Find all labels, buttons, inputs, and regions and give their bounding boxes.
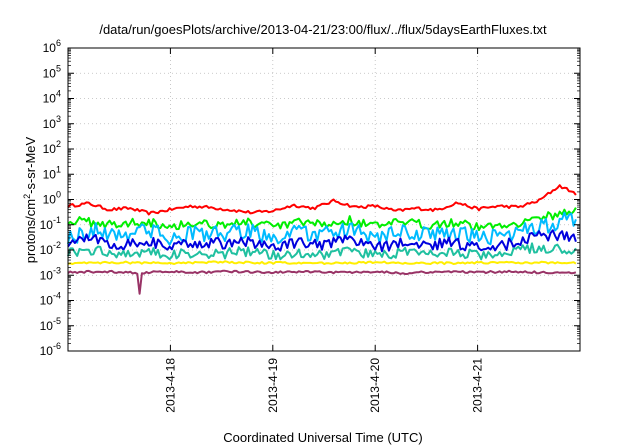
series-line xyxy=(67,269,577,295)
y-tick-base: 10 xyxy=(40,268,54,282)
chart-title: /data/run/goesPlots/archive/2013-04-21/2… xyxy=(99,22,547,37)
y-tick-exp: -1 xyxy=(53,215,61,225)
y-tick-labels: 10-610-510-410-310-210-11001011021031041… xyxy=(40,38,61,358)
tick-marks xyxy=(68,47,580,352)
y-tick-label: 10-3 xyxy=(40,265,61,282)
x-axis-label: Coordinated Universal Time (UTC) xyxy=(223,430,422,445)
y-axis-label-exp: 2 xyxy=(22,194,32,199)
x-tick-label: 2013-4-19 xyxy=(266,358,280,413)
y-tick-exp: 0 xyxy=(56,190,61,200)
y-tick-exp: 1 xyxy=(56,164,61,174)
x-tick-label: 2013-4-18 xyxy=(163,358,177,413)
y-tick-exp: 6 xyxy=(56,38,61,48)
x-tick-label: 2013-4-20 xyxy=(368,358,382,413)
y-tick-base: 10 xyxy=(40,218,54,232)
series-line xyxy=(67,184,577,216)
series-line xyxy=(67,211,577,246)
y-tick-base: 10 xyxy=(43,92,57,106)
series-line xyxy=(67,207,577,232)
y-tick-base: 10 xyxy=(40,294,54,308)
y-tick-base: 10 xyxy=(43,193,57,207)
y-tick-label: 103 xyxy=(43,114,61,131)
y-tick-label: 100 xyxy=(43,190,61,207)
y-axis-label-base: protons/cm xyxy=(23,199,38,263)
series-line xyxy=(67,229,577,253)
y-tick-exp: 5 xyxy=(56,63,61,73)
y-tick-exp: -3 xyxy=(53,265,61,275)
y-tick-base: 10 xyxy=(43,142,57,156)
y-tick-exp: 2 xyxy=(56,139,61,149)
y-tick-label: 102 xyxy=(43,139,61,156)
y-axis-label: protons/cm2-s-sr-MeV xyxy=(22,136,38,263)
y-tick-label: 10-5 xyxy=(40,316,61,333)
y-tick-exp: -6 xyxy=(53,341,61,351)
x-tick-label: 2013-4-21 xyxy=(471,358,485,413)
y-tick-base: 10 xyxy=(43,167,57,181)
y-tick-label: 101 xyxy=(43,164,61,181)
y-tick-base: 10 xyxy=(40,243,54,257)
series-group xyxy=(67,184,577,295)
grid xyxy=(68,48,580,351)
y-tick-exp: 3 xyxy=(56,114,61,124)
y-tick-base: 10 xyxy=(40,319,54,333)
y-tick-label: 10-6 xyxy=(40,341,61,358)
y-axis-label-rest: -s-sr-MeV xyxy=(23,136,38,193)
y-tick-label: 106 xyxy=(43,38,61,55)
y-tick-exp: -5 xyxy=(53,316,61,326)
y-tick-label: 10-1 xyxy=(40,215,61,232)
y-tick-label: 104 xyxy=(43,89,61,106)
y-tick-base: 10 xyxy=(43,41,57,55)
y-tick-label: 10-4 xyxy=(40,291,61,308)
series-line xyxy=(67,242,577,261)
y-tick-label: 105 xyxy=(43,63,61,80)
y-tick-base: 10 xyxy=(40,344,54,358)
y-tick-label: 10-2 xyxy=(40,240,61,257)
y-tick-exp: -4 xyxy=(53,291,61,301)
y-tick-exp: 4 xyxy=(56,89,61,99)
y-tick-base: 10 xyxy=(43,66,57,80)
series-line xyxy=(67,260,577,266)
y-tick-base: 10 xyxy=(43,117,57,131)
x-tick-labels: 2013-4-18 2013-4-19 2013-4-20 2013-4-21 xyxy=(163,358,484,413)
y-tick-exp: -2 xyxy=(53,240,61,250)
